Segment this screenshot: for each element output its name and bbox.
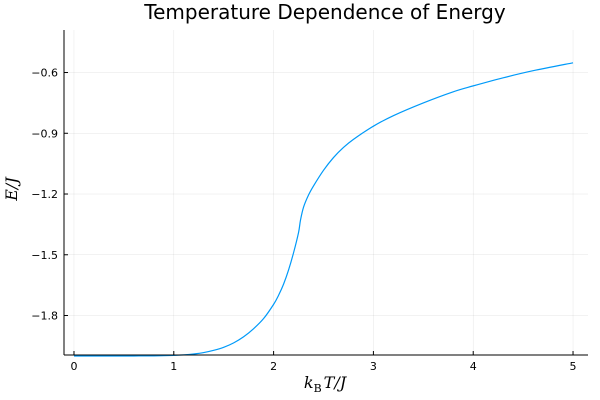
- x-tick-label: 1: [170, 360, 177, 373]
- x-tick-label: 5: [570, 360, 577, 373]
- x-tick-label: 4: [470, 360, 477, 373]
- y-tick-label: −1.2: [31, 188, 58, 201]
- chart-title: Temperature Dependence of Energy: [143, 0, 506, 24]
- x-tick-label: 2: [270, 360, 277, 373]
- y-axis-label: E/J: [2, 176, 21, 202]
- x-tick-label: 3: [370, 360, 377, 373]
- y-tick-label: −0.6: [31, 67, 58, 80]
- y-tick-label: −0.9: [31, 127, 58, 140]
- x-grid: [73, 30, 574, 355]
- x-axis-label: kB T/J: [304, 373, 348, 395]
- y-tick-label: −1.8: [31, 310, 58, 323]
- y-ticks: −1.8 −1.5 −1.2 −0.9 −0.6: [31, 67, 68, 323]
- y-grid: [64, 72, 588, 316]
- x-tick-label: 0: [70, 360, 77, 373]
- y-tick-label: −1.5: [31, 249, 58, 262]
- x-ticks: 0 1 2 3 4 5: [70, 351, 577, 373]
